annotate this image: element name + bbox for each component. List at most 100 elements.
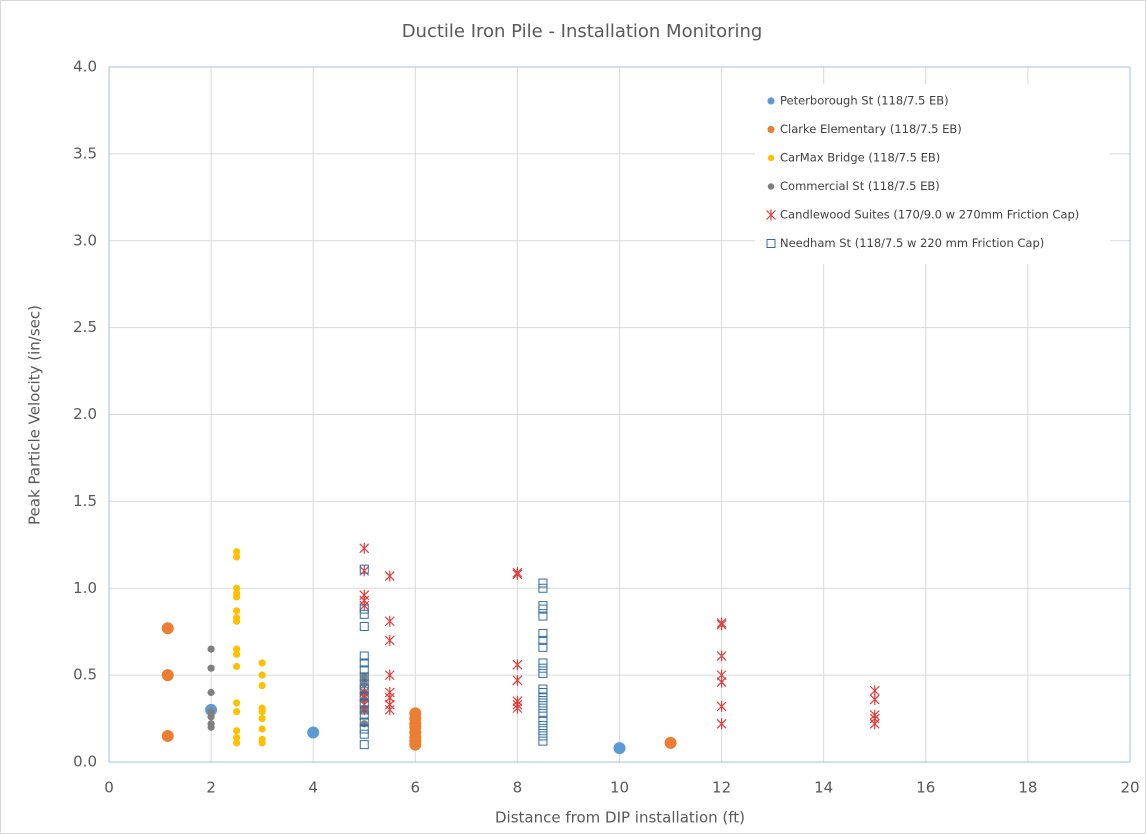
legend-marker	[767, 183, 775, 190]
point	[359, 564, 369, 574]
legend-marker	[767, 97, 775, 105]
x-tick-label: 4	[308, 779, 318, 797]
y-tick-label: 3.5	[73, 144, 97, 162]
point	[384, 669, 395, 681]
point	[384, 570, 395, 582]
point	[359, 705, 369, 715]
legend-marker	[766, 239, 776, 248]
point	[258, 708, 266, 716]
point	[359, 542, 370, 554]
point	[538, 604, 548, 614]
y-tick-label: 4.0	[73, 58, 97, 76]
point	[512, 568, 523, 580]
point	[359, 672, 369, 682]
legend-label: Peterborough St (118/7.5 EB)	[780, 94, 949, 108]
x-tick-label: 6	[411, 779, 421, 797]
point	[233, 607, 241, 615]
point	[359, 729, 369, 739]
point	[233, 593, 241, 601]
point	[538, 721, 548, 731]
y-tick-label: 0.5	[73, 666, 97, 684]
legend-marker	[767, 125, 775, 134]
point	[384, 615, 395, 627]
point	[233, 617, 241, 625]
point	[359, 684, 369, 694]
point	[233, 708, 241, 716]
point	[233, 662, 241, 671]
point	[359, 665, 369, 675]
x-tick-label: 18	[1018, 779, 1037, 797]
point	[538, 658, 548, 668]
point	[233, 553, 241, 561]
legend	[755, 84, 1110, 264]
point	[869, 693, 880, 705]
point	[359, 717, 369, 727]
plot-frame	[108, 66, 1131, 763]
y-tick-label: 2.5	[73, 318, 97, 336]
y-axis-label: Peak Particle Velocity (in/sec)	[26, 305, 44, 525]
point	[258, 671, 266, 679]
point	[512, 659, 523, 671]
point	[538, 628, 548, 638]
point	[359, 710, 369, 720]
point	[360, 673, 368, 681]
point	[207, 664, 215, 672]
point	[359, 609, 369, 619]
point	[538, 731, 548, 741]
point	[233, 727, 241, 735]
point	[207, 708, 215, 716]
point	[716, 619, 727, 631]
x-tick-label: 0	[104, 779, 114, 797]
point	[207, 688, 215, 697]
point	[359, 691, 369, 701]
point	[409, 738, 422, 751]
point	[716, 700, 727, 712]
point	[359, 658, 369, 668]
point	[538, 736, 548, 746]
point	[538, 703, 548, 713]
point	[538, 693, 548, 703]
legend-label: Candlewood Suites (170/9.0 w 270mm Frict…	[780, 208, 1079, 222]
point	[207, 723, 215, 731]
legend-marker	[766, 209, 776, 221]
point	[233, 548, 241, 556]
x-tick-label: 14	[814, 779, 833, 797]
x-tick-label: 20	[1120, 779, 1139, 797]
point	[664, 736, 677, 749]
point	[307, 726, 320, 739]
point	[359, 724, 369, 734]
point	[233, 739, 241, 747]
legend-label: CarMax Bridge (118/7.5 EB)	[780, 151, 940, 165]
point	[233, 650, 241, 658]
point	[161, 729, 174, 742]
point	[233, 734, 241, 742]
point	[716, 650, 727, 662]
point	[538, 668, 548, 678]
point	[512, 702, 523, 714]
chart-title: Ductile Iron Pile - Installation Monitor…	[402, 21, 763, 42]
point	[359, 604, 369, 614]
point	[538, 715, 548, 725]
point	[538, 726, 548, 736]
point	[359, 740, 369, 750]
point	[716, 718, 727, 730]
point	[359, 679, 369, 689]
point	[233, 645, 241, 653]
point	[258, 739, 266, 747]
point	[161, 669, 174, 682]
point	[233, 584, 241, 592]
y-tick-label: 1.0	[73, 579, 97, 597]
point	[716, 676, 727, 688]
legend-label: Commercial St (118/7.5 EB)	[780, 179, 940, 193]
point	[207, 645, 215, 653]
point	[359, 600, 370, 612]
point	[359, 565, 370, 577]
point	[233, 699, 241, 707]
point	[538, 583, 548, 593]
y-tick-label: 0.0	[73, 753, 97, 771]
point	[258, 714, 266, 723]
point	[359, 651, 369, 661]
x-tick-label: 12	[712, 779, 731, 797]
x-tick-label: 10	[610, 779, 629, 797]
